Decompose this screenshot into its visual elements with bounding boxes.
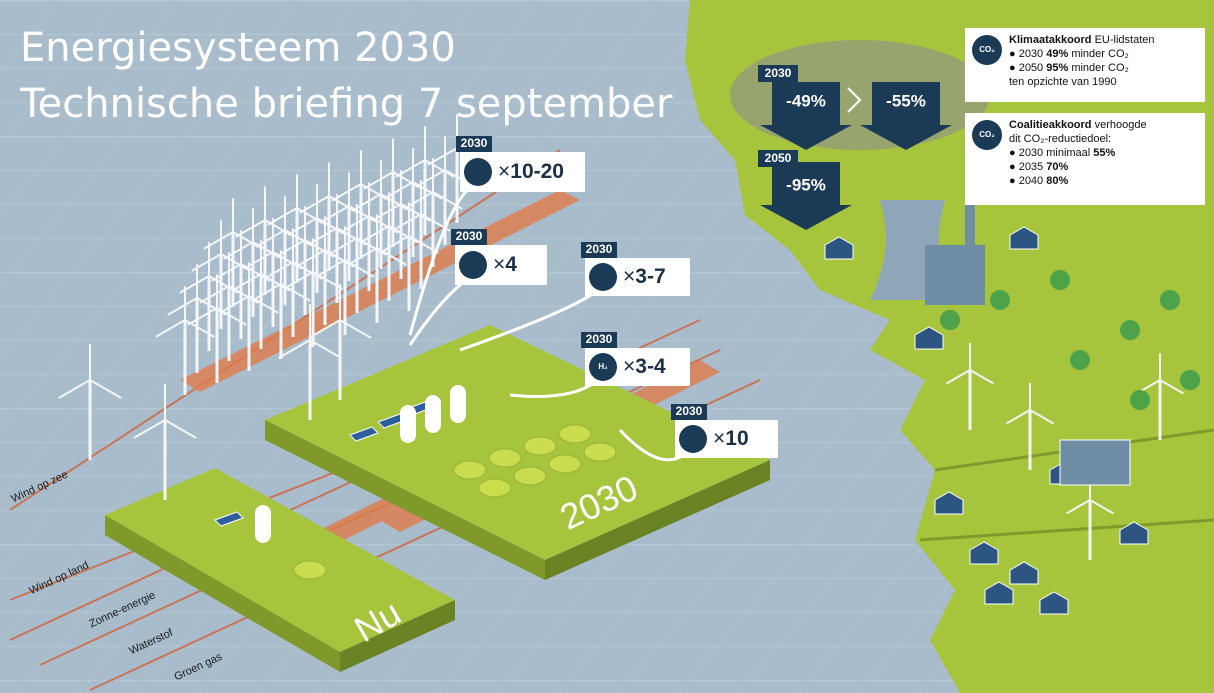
multiplier: ×10 <box>713 427 749 450</box>
year-label: 2030 <box>765 66 792 80</box>
info-heading: Coalitieakkoord verhoogde <box>1009 119 1147 131</box>
biogas-tank <box>524 437 556 455</box>
subtitle: Technische briefing 7 september <box>19 81 673 127</box>
info-bullet: ● 2035 70% <box>1009 161 1068 173</box>
info-boxes: CO₂ Klimaatakkoord EU-lidstaten ● 2030 49%… <box>965 28 1205 205</box>
biogas-tank <box>514 467 546 485</box>
tree <box>1070 350 1090 370</box>
multiplier-factor: 10 <box>725 427 748 450</box>
icon-label: CO₂ <box>979 45 995 54</box>
hydrogen-tank <box>425 395 441 433</box>
callout-icon <box>679 425 707 453</box>
tree <box>1130 390 1150 410</box>
info-heading: Klimaatakkoord EU-lidstaten <box>1009 34 1155 46</box>
info-bullet: ● 2030 49% minder CO₂ <box>1009 48 1129 60</box>
bullet-bold: 55% <box>1093 147 1115 159</box>
callout-icon <box>459 251 487 279</box>
callout-icon <box>589 263 617 291</box>
tree <box>1050 270 1070 290</box>
info-line: dit CO₂-reductiedoel: <box>1009 133 1111 145</box>
bullet-bold: 70% <box>1046 161 1068 173</box>
year-label: 2050 <box>765 151 792 165</box>
heading-rest: EU-lidstaten <box>1092 34 1155 46</box>
heading-rest: verhoogde <box>1092 119 1147 131</box>
reduction-value: -49% <box>786 91 826 110</box>
tree <box>1160 290 1180 310</box>
multiplier: ×4 <box>493 253 517 276</box>
bullet-bold: 49% <box>1046 48 1068 60</box>
bullet-text: minder CO₂ <box>1068 48 1129 60</box>
bullet-text: ● 2030 <box>1009 48 1046 60</box>
multiplier-factor: 10-20 <box>510 160 564 183</box>
tree <box>1120 320 1140 340</box>
year-label: 2030 <box>456 229 483 243</box>
reduction-value: -55% <box>886 91 926 110</box>
hydrogen-tank <box>255 505 271 543</box>
icon-label: H₂ <box>598 362 608 371</box>
multiplier-sign: × <box>498 160 510 183</box>
info-bullet: ● 2050 95% minder CO₂ <box>1009 62 1129 74</box>
info-bullet: ● 2040 80% <box>1009 175 1068 187</box>
year-label: 2030 <box>676 404 703 418</box>
bullet-bold: 80% <box>1046 175 1068 187</box>
icon-label: CO₂ <box>979 130 995 139</box>
heading-bold: Coalitieakkoord <box>1009 119 1092 131</box>
biogas-tank <box>479 479 511 497</box>
year-label: 2030 <box>461 136 488 150</box>
multiplier-sign: × <box>623 355 635 378</box>
multiplier-factor: 4 <box>505 253 517 276</box>
year-label: 2030 <box>586 332 613 346</box>
bullet-text: ● 2030 minimaal <box>1009 147 1093 159</box>
multiplier-sign: × <box>493 253 505 276</box>
bullet-text: ● 2035 <box>1009 161 1046 173</box>
info-line: ten opzichte van 1990 <box>1009 76 1117 88</box>
biogas-tank <box>584 443 616 461</box>
title: Energiesysteem 2030 <box>20 25 456 71</box>
tree <box>1180 370 1200 390</box>
infographic: Energiesysteem 2030 Technische briefing … <box>0 0 1214 693</box>
bullet-bold: 95% <box>1046 62 1068 74</box>
multiplier: ×10-20 <box>498 160 564 183</box>
smoke <box>730 40 990 150</box>
reduction-value: -95% <box>786 175 826 194</box>
info-bullet: ● 2030 minimaal 55% <box>1009 147 1116 159</box>
multiplier: ×3-7 <box>623 265 666 288</box>
tree <box>990 290 1010 310</box>
multiplier-factor: 3-4 <box>635 355 666 378</box>
bullet-text: ● 2050 <box>1009 62 1046 74</box>
hydrogen-tank <box>450 385 466 423</box>
year-label: 2030 <box>586 242 613 256</box>
biogas-tank <box>559 425 591 443</box>
hydrogen-tank <box>400 405 416 443</box>
plant-building <box>925 245 985 305</box>
biogas-tank <box>549 455 581 473</box>
tree <box>940 310 960 330</box>
biogas-tank <box>294 561 326 579</box>
multiplier: ×3-4 <box>623 355 666 378</box>
multiplier-sign: × <box>713 427 725 450</box>
bullet-text: ● 2040 <box>1009 175 1046 187</box>
multiplier-sign: × <box>623 265 635 288</box>
building <box>1060 440 1130 485</box>
callout-icon <box>464 158 492 186</box>
heading-bold: Klimaatakkoord <box>1009 34 1092 46</box>
multiplier-factor: 3-7 <box>635 265 665 288</box>
bullet-text: minder CO₂ <box>1068 62 1129 74</box>
biogas-tank <box>489 449 521 467</box>
biogas-tank <box>454 461 486 479</box>
